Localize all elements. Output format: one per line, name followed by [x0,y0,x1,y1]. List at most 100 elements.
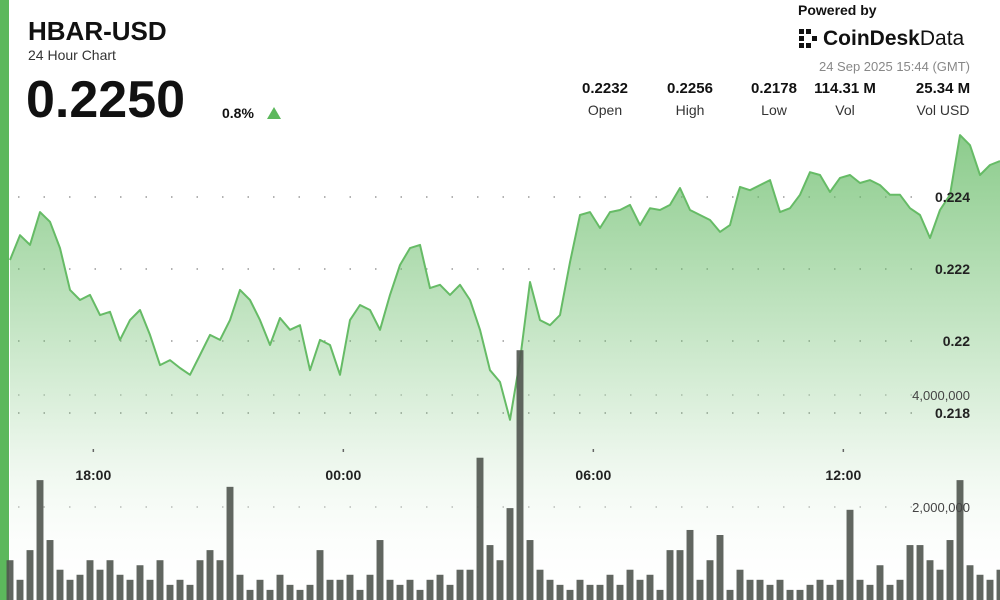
volume-bar [226,486,234,600]
volume-bar [796,589,804,600]
brand: CoinDeskData [823,27,964,51]
volume-bar [196,560,204,600]
stat-label: Vol USD [916,102,970,118]
volume-bar [786,589,794,600]
volume-bar [316,550,324,600]
volume-bar [346,574,354,600]
volume-bar [126,579,134,600]
volume-bar [576,579,584,600]
stat-value: 114.31 M [814,80,876,97]
stat: 0.2256 High [645,80,735,118]
volume-bar [846,509,854,600]
y2-tick-label: 4,000,000 [912,388,970,403]
volume-bar [586,584,594,600]
volume-bar [966,565,974,600]
volume-bar [166,584,174,600]
volume-bar [746,579,754,600]
volume-bar [976,574,984,600]
accent-bar [0,0,9,600]
y2-tick-label: 2,000,000 [912,500,970,515]
y-tick-label: 0.22 [943,333,970,349]
volume-bar [496,560,504,600]
volume-bar [766,584,774,600]
volume-bar [696,579,704,600]
volume-bar [326,579,334,600]
volume-bar [36,480,44,600]
volume-bar [776,579,784,600]
volume-bar [6,560,14,600]
volume-bar [116,574,124,600]
volume-bar [436,574,444,600]
volume-bar [606,574,614,600]
price: 0.2250 [26,71,186,129]
volume-bar [916,545,924,600]
stat-label: Vol [835,102,855,118]
volume-bar [816,579,824,600]
volume-bar [896,579,904,600]
brand-logo [799,29,817,48]
volume-bar [366,574,374,600]
volume-bar [16,579,24,600]
volume-bar [956,480,964,600]
volume-bar [996,569,1000,600]
brand-name: CoinDesk [823,27,920,50]
change: 0.8% [222,105,254,121]
volume-bar [566,589,574,600]
stat-value: 0.2232 [582,80,628,97]
volume-bar [876,565,884,600]
stat-label: High [675,102,705,118]
x-tick-label: 06:00 [575,467,611,483]
stat-value: 0.2256 [667,80,713,97]
volume-bar [156,560,164,600]
volume-bar [716,535,724,600]
volume-bar [806,584,814,600]
volume-bar [336,579,344,600]
volume-bar [246,589,254,600]
volume-bar [656,589,664,600]
volume-bar [396,584,404,600]
volume-bar [456,569,464,600]
volume-bar [726,589,734,600]
volume-bar [986,579,994,600]
volume-bar [216,560,224,600]
volume-bar [266,589,274,600]
stat-label: Open [587,102,623,118]
x-tick-label: 18:00 [75,467,111,483]
subtitle: 24 Hour Chart [28,47,116,63]
brand-suffix: Data [919,27,965,50]
volume-bar [686,529,694,600]
y-tick-label: 0.218 [935,405,970,421]
volume-bar [186,584,194,600]
volume-bar [626,569,634,600]
volume-bar [86,560,94,600]
volume-bar [426,579,434,600]
y-tick-label: 0.222 [935,261,970,277]
stat: 114.31 M Vol [800,80,890,118]
volume-bar [206,550,214,600]
volume-bar [486,545,494,600]
volume-bar [536,569,544,600]
volume-bar [406,579,414,600]
volume-bar [506,508,514,600]
volume-bar [466,569,474,600]
stat: 25.34 M Vol USD [898,80,988,118]
x-tick-label: 12:00 [825,467,861,483]
volume-bar [26,550,34,600]
volume-bar [146,579,154,600]
volume-bar [236,574,244,600]
volume-bar [76,574,84,600]
stat: 0.2232 Open [560,80,650,118]
volume-bar [946,540,954,600]
x-tick-label: 00:00 [325,467,361,483]
volume-bar [546,579,554,600]
volume-bar [856,579,864,600]
volume-bar [136,565,144,600]
price-area [10,135,1000,600]
volume-bar [286,584,294,600]
volume-bar [306,584,314,600]
volume-bar [636,579,644,600]
volume-bar [616,584,624,600]
volume-bar [936,569,944,600]
volume-bar [276,574,284,600]
